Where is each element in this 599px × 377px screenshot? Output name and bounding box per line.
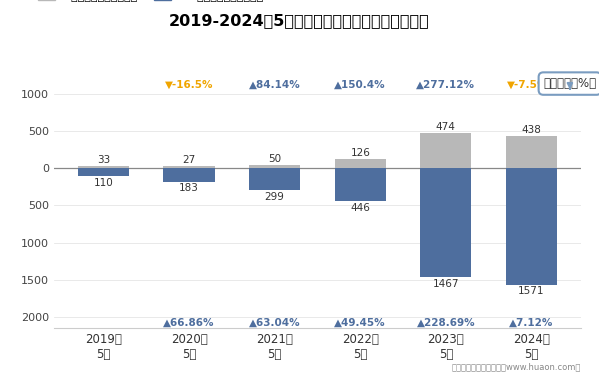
Bar bbox=[164, 168, 215, 182]
Bar bbox=[78, 166, 129, 168]
Text: ▲7.12%: ▲7.12% bbox=[509, 318, 553, 328]
Text: 1467: 1467 bbox=[432, 279, 459, 288]
Text: 制图：华经产业研究院（www.huaon.com）: 制图：华经产业研究院（www.huaon.com） bbox=[452, 362, 581, 371]
Text: 2019-2024年5月郑州商品交易所棉花期权成交量: 2019-2024年5月郑州商品交易所棉花期权成交量 bbox=[169, 13, 430, 28]
Bar bbox=[164, 166, 215, 168]
Bar bbox=[249, 164, 300, 168]
Text: 438: 438 bbox=[522, 125, 541, 135]
Text: ▼-16.5%: ▼-16.5% bbox=[165, 80, 213, 90]
Text: 446: 446 bbox=[350, 203, 370, 213]
Text: ▲63.04%: ▲63.04% bbox=[249, 318, 301, 328]
Text: 同比增速（%）: 同比增速（%） bbox=[543, 77, 597, 90]
Bar bbox=[420, 133, 471, 168]
Text: ▲49.45%: ▲49.45% bbox=[334, 318, 386, 328]
Legend: 5月期权成交量（万手）, 1-5月期权成交量（万手）: 5月期权成交量（万手）, 1-5月期权成交量（万手） bbox=[38, 0, 264, 1]
Text: 110: 110 bbox=[93, 178, 113, 188]
Text: 183: 183 bbox=[179, 183, 199, 193]
Text: 33: 33 bbox=[97, 155, 110, 165]
Text: ▲84.14%: ▲84.14% bbox=[249, 80, 301, 90]
Text: ▲277.12%: ▲277.12% bbox=[416, 80, 476, 90]
Text: 27: 27 bbox=[183, 155, 196, 166]
Bar bbox=[78, 168, 129, 176]
Text: ▲150.4%: ▲150.4% bbox=[334, 80, 386, 90]
Text: 474: 474 bbox=[436, 122, 456, 132]
Text: ▲66.86%: ▲66.86% bbox=[164, 318, 215, 328]
Text: 299: 299 bbox=[265, 192, 285, 202]
Bar bbox=[506, 136, 557, 168]
Text: 126: 126 bbox=[350, 148, 370, 158]
Bar bbox=[249, 168, 300, 190]
Bar bbox=[335, 168, 386, 201]
Text: ▲228.69%: ▲228.69% bbox=[416, 318, 475, 328]
Text: 50: 50 bbox=[268, 154, 282, 164]
Text: ▼-7.59%: ▼-7.59% bbox=[507, 80, 556, 90]
Bar bbox=[335, 159, 386, 168]
Text: 1571: 1571 bbox=[518, 286, 544, 296]
Bar bbox=[506, 168, 557, 285]
Bar bbox=[420, 168, 471, 277]
